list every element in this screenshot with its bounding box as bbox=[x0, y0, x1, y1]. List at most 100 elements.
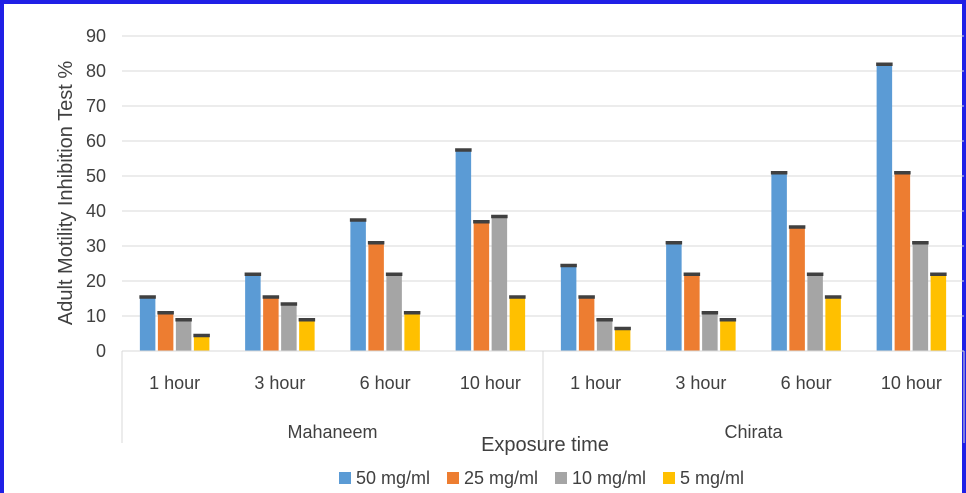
error-cap bbox=[473, 220, 490, 224]
error-cap bbox=[455, 148, 472, 152]
category-label: 1 hour bbox=[149, 373, 200, 393]
error-cap bbox=[912, 241, 929, 245]
legend-label: 50 mg/ml bbox=[356, 468, 430, 488]
bar bbox=[386, 274, 402, 351]
error-cap bbox=[824, 295, 842, 299]
legend-swatch bbox=[339, 472, 351, 484]
bar bbox=[684, 274, 700, 351]
bar bbox=[596, 319, 613, 351]
category-label: 10 hour bbox=[881, 373, 942, 393]
error-cap bbox=[349, 218, 367, 222]
legend-item: 10 mg/ml bbox=[555, 468, 646, 488]
error-cap bbox=[280, 302, 298, 306]
legend-swatch bbox=[555, 472, 567, 484]
error-cap bbox=[491, 214, 508, 219]
bar bbox=[876, 64, 893, 351]
bar bbox=[175, 319, 192, 351]
error-cap bbox=[770, 171, 788, 175]
bar bbox=[193, 335, 210, 351]
error-cap bbox=[560, 263, 577, 268]
bar bbox=[509, 296, 526, 351]
error-cap bbox=[683, 272, 701, 276]
legend-item: 5 mg/ml bbox=[663, 468, 744, 488]
legend-label: 5 mg/ml bbox=[680, 468, 744, 488]
legend: 50 mg/ml 25 mg/ml 10 mg/ml 5 mg/ml bbox=[339, 468, 744, 488]
error-cap bbox=[876, 62, 893, 66]
error-cap bbox=[244, 272, 262, 276]
error-cap bbox=[403, 311, 421, 315]
error-cap bbox=[788, 225, 806, 229]
error-cap bbox=[701, 311, 719, 315]
bar bbox=[771, 172, 787, 351]
error-cap bbox=[614, 326, 631, 331]
error-cap bbox=[596, 318, 613, 322]
y-tick-label: 70 bbox=[86, 96, 106, 116]
error-cap bbox=[367, 241, 385, 245]
y-axis-ticks: 0 10 20 30 40 50 60 70 80 90 bbox=[86, 26, 106, 361]
error-cap bbox=[175, 318, 192, 322]
bar bbox=[560, 265, 577, 351]
bar bbox=[930, 274, 947, 351]
bar bbox=[350, 219, 366, 351]
y-tick-label: 20 bbox=[86, 271, 106, 291]
category-label: 10 hour bbox=[460, 373, 521, 393]
error-cap bbox=[298, 318, 316, 322]
error-cap bbox=[509, 295, 526, 299]
bar bbox=[473, 221, 490, 351]
error-cap bbox=[719, 318, 737, 322]
error-cap bbox=[894, 171, 911, 175]
error-cap bbox=[193, 333, 210, 338]
error-cap bbox=[806, 272, 824, 276]
bar bbox=[789, 226, 805, 351]
error-cap bbox=[139, 295, 156, 299]
y-tick-label: 60 bbox=[86, 131, 106, 151]
bar bbox=[281, 303, 297, 351]
legend-swatch bbox=[663, 472, 675, 484]
error-cap bbox=[262, 295, 280, 299]
bar bbox=[245, 274, 261, 351]
bar bbox=[491, 216, 508, 351]
y-tick-label: 0 bbox=[96, 341, 106, 361]
error-cap bbox=[385, 272, 403, 276]
x-axis: Mahaneem Chirata 1 hour 3 hour 6 hour 10 hour… bbox=[121, 350, 965, 443]
legend-swatch bbox=[447, 472, 459, 484]
bar bbox=[666, 242, 682, 351]
bar bbox=[299, 319, 315, 351]
y-tick-label: 90 bbox=[86, 26, 106, 46]
error-cap bbox=[157, 311, 174, 315]
x-axis-title: Exposure time bbox=[481, 434, 609, 456]
bar bbox=[807, 274, 823, 351]
bar bbox=[614, 328, 631, 351]
group-label: Mahaneem bbox=[287, 422, 377, 442]
bar bbox=[578, 296, 595, 351]
y-tick-label: 40 bbox=[86, 201, 106, 221]
bar bbox=[912, 242, 929, 351]
group-label: Chirata bbox=[724, 422, 783, 442]
y-tick-label: 30 bbox=[86, 236, 106, 256]
category-label: 3 hour bbox=[675, 373, 726, 393]
gridlines bbox=[122, 35, 964, 317]
bar bbox=[263, 296, 279, 351]
bar bbox=[825, 296, 841, 351]
legend-item: 25 mg/ml bbox=[447, 468, 538, 488]
legend-label: 25 mg/ml bbox=[464, 468, 538, 488]
bars bbox=[139, 62, 947, 351]
category-label: 1 hour bbox=[570, 373, 621, 393]
error-cap bbox=[665, 241, 683, 245]
bar bbox=[139, 296, 156, 351]
y-axis-title: Adult Motility Inhibition Test % bbox=[55, 61, 77, 325]
category-label: 6 hour bbox=[360, 373, 411, 393]
bar bbox=[455, 149, 472, 351]
bar bbox=[157, 312, 174, 351]
bar bbox=[404, 312, 420, 351]
legend-label: 10 mg/ml bbox=[572, 468, 646, 488]
error-cap bbox=[930, 272, 947, 276]
bar bbox=[894, 172, 911, 351]
bar bbox=[368, 242, 384, 351]
y-tick-label: 80 bbox=[86, 61, 106, 81]
y-tick-label: 10 bbox=[86, 306, 106, 326]
y-tick-label: 50 bbox=[86, 166, 106, 186]
category-label: 6 hour bbox=[781, 373, 832, 393]
error-cap bbox=[578, 295, 595, 299]
